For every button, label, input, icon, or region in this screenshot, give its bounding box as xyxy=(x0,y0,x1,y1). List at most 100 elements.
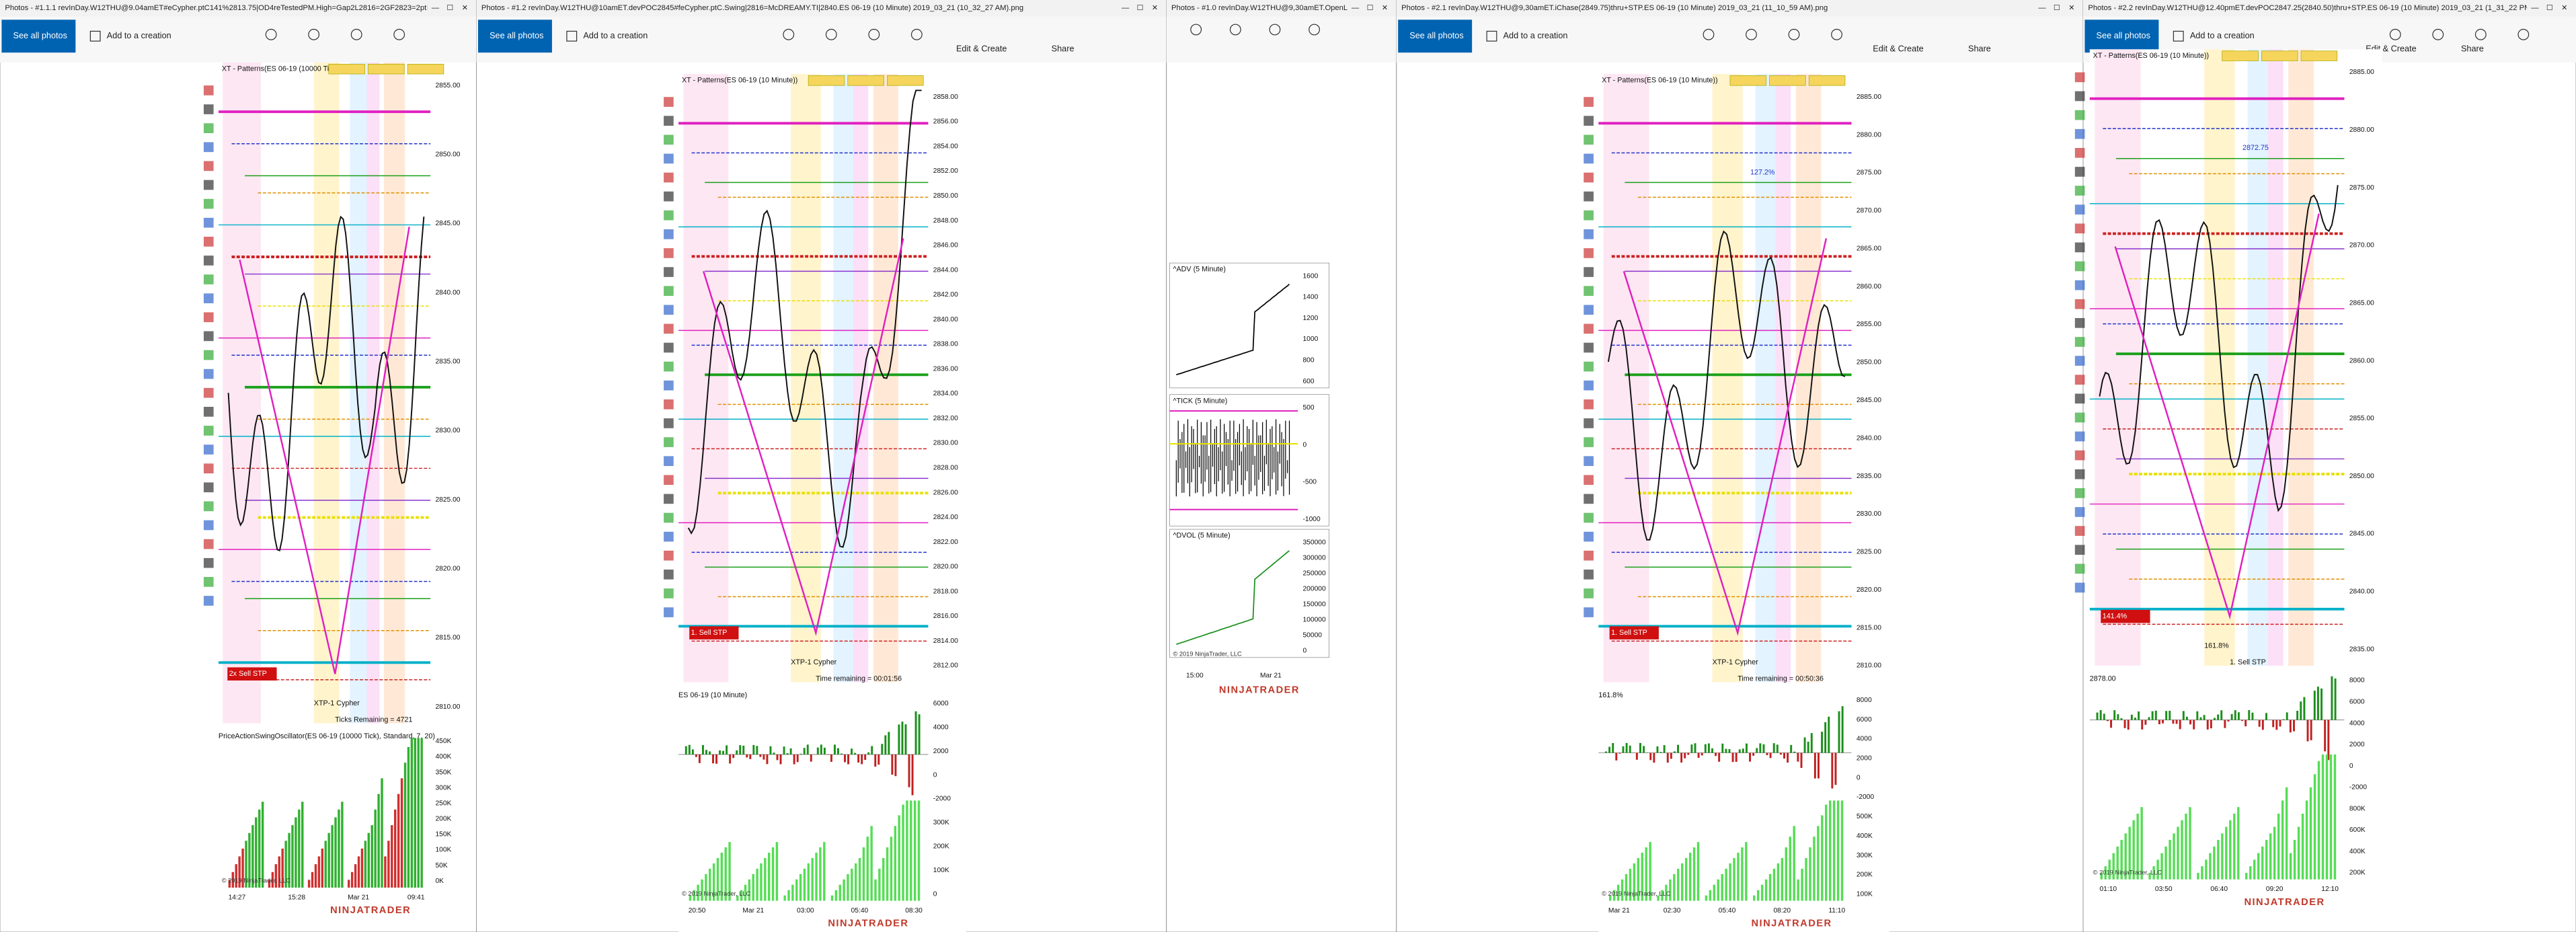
toolbar-item[interactable]: Share xyxy=(1052,44,1075,54)
see-all-photos-button[interactable] xyxy=(477,20,552,53)
drawing-tool[interactable] xyxy=(203,198,214,209)
drawing-tool[interactable] xyxy=(664,418,674,428)
toolbar-icon[interactable] xyxy=(783,28,795,40)
window-control[interactable]: ✕ xyxy=(1382,4,1388,12)
see-all-photos[interactable]: See all photos xyxy=(2097,31,2150,40)
drawing-tool[interactable] xyxy=(203,256,214,266)
drawing-tool[interactable] xyxy=(664,570,674,580)
drawing-tool[interactable] xyxy=(203,104,214,114)
drawing-tool[interactable] xyxy=(2074,223,2085,234)
drawing-tool[interactable] xyxy=(2074,167,2085,177)
drawing-tool[interactable] xyxy=(664,191,674,202)
drawing-tool[interactable] xyxy=(1584,607,1594,617)
window-control[interactable]: ☐ xyxy=(1137,4,1144,12)
drawing-tool[interactable] xyxy=(664,342,674,353)
drawing-tool[interactable] xyxy=(664,437,674,447)
drawing-tool[interactable] xyxy=(1584,323,1594,334)
drawing-tool[interactable] xyxy=(664,607,674,617)
drawing-tool[interactable] xyxy=(2074,526,2085,536)
drawing-tool[interactable] xyxy=(1584,494,1594,504)
drawing-tool[interactable] xyxy=(1584,475,1594,486)
see-all-photos[interactable]: See all photos xyxy=(490,31,543,40)
drawing-tool[interactable] xyxy=(1584,570,1594,580)
drawing-tool[interactable] xyxy=(664,588,674,598)
drawing-tool[interactable] xyxy=(2074,469,2085,479)
drawing-tool[interactable] xyxy=(2074,72,2085,83)
toolbar-icon[interactable] xyxy=(265,28,277,40)
window-control[interactable]: — xyxy=(2531,4,2539,12)
drawing-tool[interactable] xyxy=(2074,128,2085,139)
drawing-tool[interactable] xyxy=(203,123,214,133)
window-control[interactable]: ☐ xyxy=(446,4,453,12)
drawing-tool[interactable] xyxy=(1584,172,1594,183)
drawing-tool[interactable] xyxy=(203,274,214,284)
window-control[interactable]: — xyxy=(432,4,440,12)
drawing-tool[interactable] xyxy=(664,361,674,372)
drawing-tool[interactable] xyxy=(2074,242,2085,253)
toolbar-icon[interactable] xyxy=(825,28,837,40)
drawing-tool[interactable] xyxy=(1584,588,1594,598)
window-control[interactable]: — xyxy=(2038,4,2046,12)
window-control[interactable]: ☐ xyxy=(1367,4,1374,12)
window-control[interactable]: ✕ xyxy=(2068,4,2074,12)
drawing-tool[interactable] xyxy=(203,161,214,171)
drawing-tool[interactable] xyxy=(203,331,214,342)
drawing-tool[interactable] xyxy=(664,116,674,126)
drawing-tool[interactable] xyxy=(203,577,214,587)
drawing-tool[interactable] xyxy=(1584,550,1594,561)
drawing-tool[interactable] xyxy=(1584,437,1594,447)
drawing-tool[interactable] xyxy=(664,210,674,221)
drawing-tool[interactable] xyxy=(2074,450,2085,461)
toolbar-icon[interactable] xyxy=(393,28,405,40)
drawing-tool[interactable] xyxy=(203,426,214,436)
window-control[interactable]: ✕ xyxy=(462,4,468,12)
drawing-tool[interactable] xyxy=(1584,531,1594,542)
drawing-tool[interactable] xyxy=(203,217,214,228)
drawing-tool[interactable] xyxy=(664,456,674,466)
drawing-tool[interactable] xyxy=(2074,280,2085,290)
drawing-tool[interactable] xyxy=(203,312,214,323)
toolbar-icon[interactable] xyxy=(1746,28,1757,40)
drawing-tool[interactable] xyxy=(2074,375,2085,385)
toolbar-icon[interactable] xyxy=(2432,28,2444,40)
drawing-tool[interactable] xyxy=(1584,456,1594,466)
drawing-tool[interactable] xyxy=(1584,418,1594,428)
drawing-tool[interactable] xyxy=(1584,116,1594,126)
see-all-photos-button[interactable] xyxy=(1,20,76,53)
drawing-tool[interactable] xyxy=(664,380,674,391)
drawing-tool[interactable] xyxy=(664,229,674,239)
add-to-creation[interactable]: Add to a creation xyxy=(107,31,171,40)
drawing-tool[interactable] xyxy=(1584,210,1594,221)
drawing-tool[interactable] xyxy=(203,237,214,247)
add-to-creation[interactable]: Add to a creation xyxy=(583,31,648,40)
drawing-tool[interactable] xyxy=(664,267,674,277)
toolbar-item[interactable]: Share xyxy=(2461,44,2484,54)
add-to-creation[interactable]: Add to a creation xyxy=(2190,31,2255,40)
drawing-tool[interactable] xyxy=(1584,512,1594,523)
drawing-tool[interactable] xyxy=(203,407,214,417)
add-to-creation[interactable]: Add to a creation xyxy=(1504,31,1568,40)
drawing-tool[interactable] xyxy=(664,153,674,164)
drawing-tool[interactable] xyxy=(664,323,674,334)
drawing-tool[interactable] xyxy=(2074,356,2085,366)
toolbar-icon[interactable] xyxy=(1190,24,1202,36)
drawing-tool[interactable] xyxy=(1584,248,1594,258)
drawing-tool[interactable] xyxy=(2074,412,2085,423)
toolbar-icon[interactable] xyxy=(1269,24,1281,36)
drawing-tool[interactable] xyxy=(203,482,214,493)
toolbar-icon[interactable] xyxy=(868,28,880,40)
drawing-tool[interactable] xyxy=(1584,361,1594,372)
drawing-tool[interactable] xyxy=(2074,148,2085,158)
drawing-tool[interactable] xyxy=(1584,191,1594,202)
drawing-tool[interactable] xyxy=(203,142,214,153)
drawing-tool[interactable] xyxy=(664,305,674,315)
drawing-tool[interactable] xyxy=(1584,153,1594,164)
drawing-tool[interactable] xyxy=(664,97,674,107)
drawing-tool[interactable] xyxy=(203,293,214,303)
window-control[interactable]: ✕ xyxy=(2561,4,2567,12)
drawing-tool[interactable] xyxy=(664,512,674,523)
drawing-tool[interactable] xyxy=(664,550,674,561)
toolbar-icon[interactable] xyxy=(2389,28,2401,40)
drawing-tool[interactable] xyxy=(664,475,674,486)
drawing-tool[interactable] xyxy=(1584,97,1594,107)
